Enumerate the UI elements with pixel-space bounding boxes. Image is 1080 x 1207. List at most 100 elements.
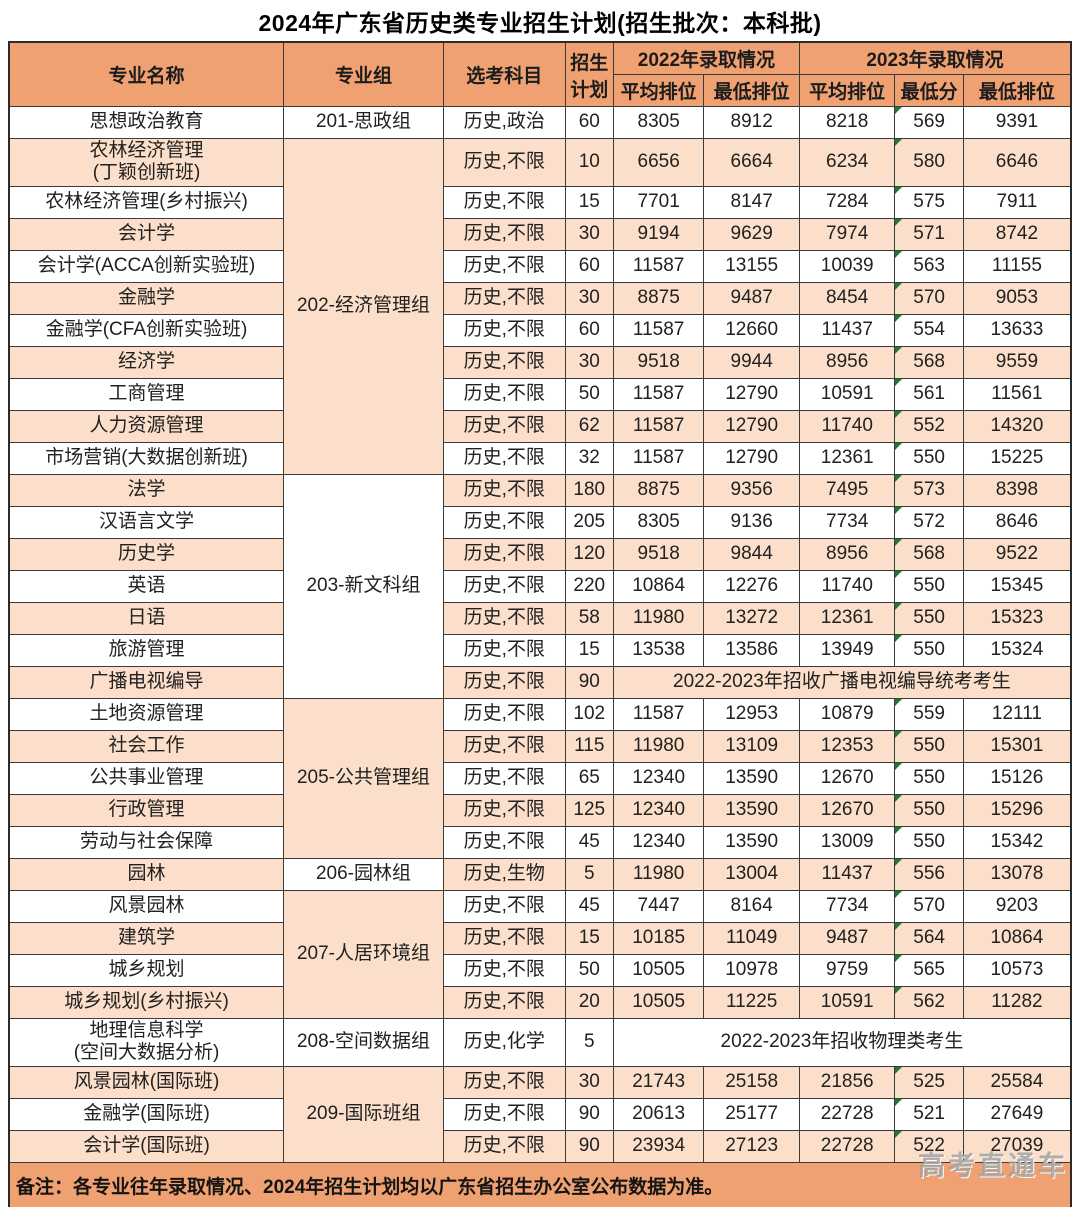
table-row: 经济学 历史,不限 30 9518 9944 8956 568 9559 [8,345,1072,379]
subjects-cell: 历史,不限 [442,665,566,699]
table-row: 金融学(CFA创新实验班) 历史,不限 60 11587 12660 11437 554 13… [8,313,1072,347]
min-rank-2022-cell: 12953 [703,697,800,731]
plan-count-cell: 45 [564,825,614,859]
avg-rank-2023-cell: 7974 [798,217,896,251]
min-rank-2022-cell: 12790 [703,377,800,411]
min-score-2023-cell: 550 [894,601,964,635]
header-min-rank-2023: 最低排位 [962,74,1072,107]
min-rank-2023-cell: 15296 [962,793,1072,827]
avg-rank-2022-cell: 21743 [612,1065,705,1099]
avg-rank-2023-cell: 7734 [798,505,896,539]
min-rank-2023-cell: 9522 [962,537,1072,571]
plan-count-cell: 30 [564,1065,614,1099]
subjects-cell: 历史,不限 [442,377,566,411]
avg-rank-2022-cell: 11587 [612,249,705,283]
avg-rank-2022-cell: 11587 [612,377,705,411]
min-rank-2022-cell: 13590 [703,825,800,859]
avg-rank-2023-cell: 13009 [798,825,896,859]
min-rank-2022-cell: 12790 [703,409,800,443]
major-name-cell: 工商管理 [8,377,285,411]
table-footer: 备注：各专业往年录取情况、2024年招生计划均以广东省招生办公室公布数据为准。 [8,1161,1072,1207]
plan-count-cell: 15 [564,633,614,667]
avg-rank-2023-cell: 13949 [798,633,896,667]
min-rank-2023-cell: 15301 [962,729,1072,763]
major-name-cell: 市场营销(大数据创新班) [8,441,285,475]
plan-count-cell: 115 [564,729,614,763]
plan-count-cell: 120 [564,537,614,571]
min-score-2023-cell: 580 [894,138,964,187]
min-score-2023-cell: 568 [894,537,964,571]
avg-rank-2022-cell: 11980 [612,729,705,763]
min-score-2023-cell: 550 [894,633,964,667]
major-name-cell: 汉语言文学 [8,505,285,539]
min-rank-2022-cell: 8147 [703,185,800,219]
min-rank-2023-cell: 15126 [962,761,1072,795]
min-rank-2023-cell: 15342 [962,825,1072,859]
avg-rank-2023-cell: 7495 [798,473,896,507]
min-rank-2023-cell: 8398 [962,473,1072,507]
min-score-2023-cell: 568 [894,345,964,379]
subjects-cell: 历史,不限 [442,825,566,859]
min-score-2023-cell: 572 [894,505,964,539]
subjects-cell: 历史,不限 [442,473,566,507]
subjects-cell: 历史,不限 [442,217,566,251]
min-rank-2023-cell: 27039 [962,1129,1072,1163]
min-score-2023-cell: 565 [894,953,964,987]
plan-count-cell: 32 [564,441,614,475]
subjects-cell: 历史,不限 [442,1065,566,1099]
min-rank-2023-cell: 6646 [962,138,1072,187]
major-name-cell: 会计学 [8,217,285,251]
table-row: 会计学(国际班) 历史,不限 90 23934 27123 22728 522 27039 [8,1129,1072,1163]
avg-rank-2023-cell: 12361 [798,601,896,635]
min-rank-2022-cell: 13590 [703,793,800,827]
major-name-cell: 土地资源管理 [8,697,285,731]
page-title: 2024年广东省历史类专业招生计划(招生批次：本科批) [258,10,822,36]
subjects-cell: 历史,不限 [442,249,566,283]
subjects-cell: 历史,不限 [442,921,566,955]
header-plan: 招生计划 [564,41,614,107]
min-rank-2022-cell: 9356 [703,473,800,507]
min-rank-2022-cell: 12790 [703,441,800,475]
major-name-cell: 公共事业管理 [8,761,285,795]
min-rank-2022-cell: 10978 [703,953,800,987]
major-name-cell: 思想政治教育 [8,106,285,139]
major-name-cell: 法学 [8,473,285,507]
major-group-cell: 203-新文科组 [283,473,444,699]
header-subjects: 选考科目 [442,41,566,107]
min-rank-2022-cell: 6664 [703,138,800,187]
subjects-cell: 历史,不限 [442,138,566,187]
min-rank-2023-cell: 15323 [962,601,1072,635]
admission-plan-table: 专业名称 专业组 选考科目 招生计划 2022年录取情况 2023年录取情况 平… [8,41,1072,1207]
major-name-cell: 社会工作 [8,729,285,763]
subjects-cell: 历史,不限 [442,505,566,539]
avg-rank-2023-cell: 21856 [798,1065,896,1099]
min-rank-2022-cell: 25177 [703,1097,800,1131]
subjects-cell: 历史,不限 [442,889,566,923]
min-rank-2023-cell: 12111 [962,697,1072,731]
min-score-2023-cell: 569 [894,106,964,139]
avg-rank-2022-cell: 11587 [612,409,705,443]
avg-rank-2022-cell: 12340 [612,761,705,795]
min-rank-2023-cell: 11155 [962,249,1072,283]
major-name-cell: 会计学(国际班) [8,1129,285,1163]
avg-rank-2022-cell: 9518 [612,537,705,571]
min-score-2023-cell: 552 [894,409,964,443]
subjects-cell: 历史,不限 [442,985,566,1019]
min-score-2023-cell: 550 [894,793,964,827]
subjects-cell: 历史,不限 [442,1129,566,1163]
table-row: 风景园林(国际班) 209-国际班组 历史,不限 30 21743 25158 21856 5… [8,1065,1072,1163]
subjects-cell: 历史,不限 [442,697,566,731]
major-name-cell: 金融学(CFA创新实验班) [8,313,285,347]
avg-rank-2023-cell: 22728 [798,1097,896,1131]
major-group-cell: 208-空间数据组 [283,1017,444,1067]
min-rank-2023-cell: 15324 [962,633,1072,667]
avg-rank-2022-cell: 23934 [612,1129,705,1163]
major-name-cell: 英语 [8,569,285,603]
subjects-cell: 历史,不限 [442,281,566,315]
min-rank-2022-cell: 8164 [703,889,800,923]
min-rank-2023-cell: 25584 [962,1065,1072,1099]
subjects-cell: 历史,不限 [442,953,566,987]
major-name-cell: 金融学(国际班) [8,1097,285,1131]
table-row: 社会工作 历史,不限 115 11980 13109 12353 550 15301 [8,729,1072,763]
table-row: 园林 206-园林组 历史,生物 5 11980 13004 11437 556 13078 [8,857,1072,891]
